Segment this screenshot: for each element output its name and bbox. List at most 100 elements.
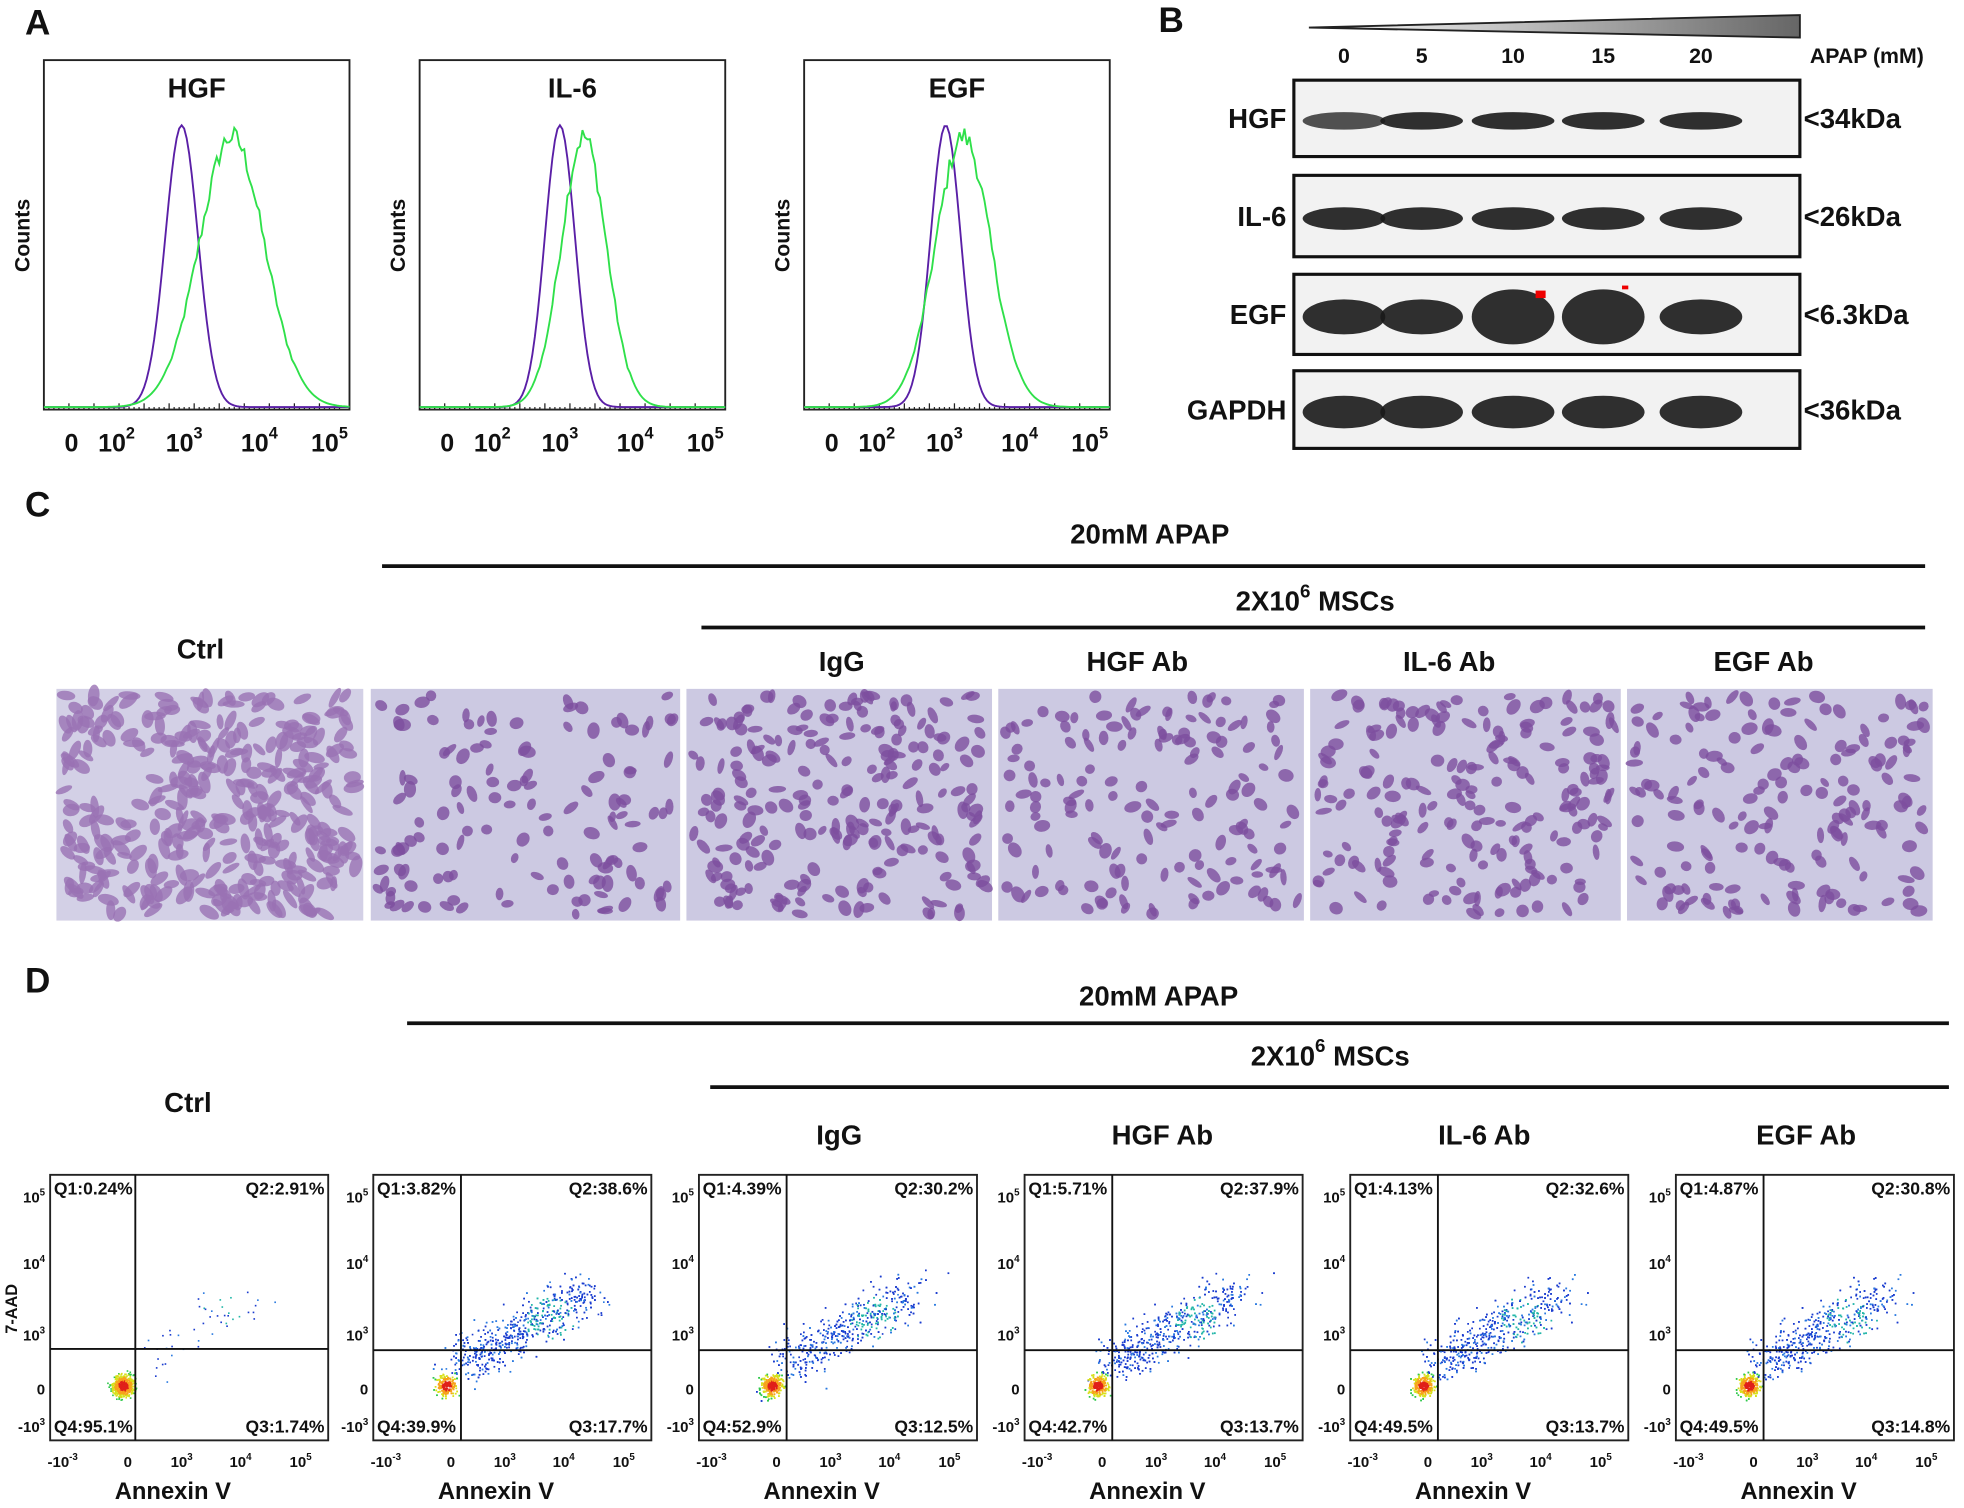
event-dot xyxy=(119,1394,121,1396)
histogram-curve xyxy=(44,128,350,407)
event-dot xyxy=(455,1343,457,1345)
event-dot xyxy=(520,1347,522,1349)
event-dot xyxy=(495,1339,497,1341)
event-dot xyxy=(553,1330,555,1332)
concentration-wedge xyxy=(1309,15,1800,38)
event-dot xyxy=(567,1292,569,1294)
tick-base: 10 xyxy=(687,429,715,457)
event-dot xyxy=(162,1364,164,1366)
event-dot xyxy=(537,1308,539,1310)
event-dot xyxy=(561,1327,563,1329)
event-dot xyxy=(481,1356,483,1358)
tick-base: 10 xyxy=(241,429,269,457)
event-dot xyxy=(561,1290,563,1292)
event-dot xyxy=(124,1377,126,1379)
event-dot xyxy=(519,1327,521,1329)
event-dot xyxy=(603,1301,605,1303)
histogram-title: HGF xyxy=(168,72,226,103)
event-dot xyxy=(548,1300,550,1302)
tick-exponent: 2 xyxy=(886,425,895,443)
event-dot xyxy=(503,1336,505,1338)
event-dot xyxy=(542,1316,544,1318)
x-tick-label: -10-3 xyxy=(47,1451,78,1470)
event-dot xyxy=(492,1354,494,1356)
event-dot xyxy=(435,1386,437,1388)
event-dot xyxy=(519,1334,521,1336)
event-dot xyxy=(510,1327,512,1329)
cell xyxy=(1495,820,1506,827)
quadrant-label: Q1:0.24% xyxy=(54,1178,133,1198)
concentration-label: 20 xyxy=(1689,44,1713,68)
event-dot xyxy=(123,1385,125,1387)
event-dot xyxy=(560,1332,562,1334)
event-dot xyxy=(540,1302,542,1304)
x-tick-label: 105 xyxy=(613,1451,636,1470)
event-dot xyxy=(483,1346,485,1348)
tick-base: 10 xyxy=(494,1454,511,1471)
event-dot xyxy=(471,1374,473,1376)
tick-exponent: -3 xyxy=(392,1451,401,1462)
protein-label: EGF xyxy=(1230,299,1287,330)
event-dot xyxy=(126,1375,128,1377)
event-dot xyxy=(546,1301,548,1303)
histogram-y-label: Counts xyxy=(10,199,34,272)
event-dot xyxy=(498,1368,500,1370)
tick-exponent: 3 xyxy=(954,425,963,443)
event-dot xyxy=(533,1318,535,1320)
event-dot xyxy=(584,1296,586,1298)
event-dot xyxy=(447,1379,449,1381)
event-dot xyxy=(434,1364,436,1366)
event-dot xyxy=(483,1329,485,1331)
event-dot xyxy=(575,1277,577,1279)
event-dot xyxy=(571,1307,573,1309)
blot-band xyxy=(1562,112,1645,130)
event-dot xyxy=(212,1333,214,1335)
event-dot xyxy=(466,1339,468,1341)
histogram-curve xyxy=(420,125,726,407)
msc-base: 2X10 xyxy=(1251,1041,1315,1072)
flow-frame xyxy=(699,1175,977,1441)
event-dot xyxy=(446,1368,448,1370)
event-dot xyxy=(567,1303,569,1305)
event-dot xyxy=(128,1396,130,1398)
event-dot xyxy=(534,1325,536,1327)
y-tick-label: 103 xyxy=(23,1325,46,1344)
event-dot xyxy=(119,1391,121,1393)
tick-exponent: 4 xyxy=(644,425,653,443)
event-dot xyxy=(203,1323,205,1325)
event-dot xyxy=(607,1301,609,1303)
event-dot xyxy=(507,1337,509,1339)
event-dot xyxy=(578,1321,580,1323)
event-dot xyxy=(463,1364,465,1366)
tick-base: 10 xyxy=(98,429,126,457)
event-dot xyxy=(505,1339,507,1341)
event-dot xyxy=(445,1398,447,1400)
event-dot xyxy=(562,1325,564,1327)
event-dot xyxy=(537,1324,539,1326)
tick-exponent: 3 xyxy=(510,1451,516,1462)
event-dot xyxy=(193,1329,195,1331)
event-dot xyxy=(572,1289,574,1291)
event-dot xyxy=(543,1329,545,1331)
event-dot xyxy=(502,1361,504,1363)
tick-exponent: 3 xyxy=(40,1325,46,1336)
event-dot xyxy=(560,1286,562,1288)
event-dot xyxy=(487,1362,489,1364)
event-dot xyxy=(124,1373,126,1375)
event-dot xyxy=(230,1297,232,1299)
panel-label: D xyxy=(25,961,50,1000)
event-dot xyxy=(517,1347,519,1349)
event-dot xyxy=(521,1316,523,1318)
event-dot xyxy=(553,1294,555,1296)
event-dot xyxy=(123,1396,125,1398)
event-dot xyxy=(517,1344,519,1346)
event-dot xyxy=(118,1388,120,1390)
event-dot xyxy=(509,1336,511,1338)
event-dot xyxy=(462,1345,464,1347)
tick-exponent: 5 xyxy=(40,1187,46,1198)
event-dot xyxy=(506,1347,508,1349)
event-dot xyxy=(499,1328,501,1330)
event-dot xyxy=(507,1331,509,1333)
event-dot xyxy=(497,1339,499,1341)
tick-exponent: 3 xyxy=(40,1416,46,1427)
